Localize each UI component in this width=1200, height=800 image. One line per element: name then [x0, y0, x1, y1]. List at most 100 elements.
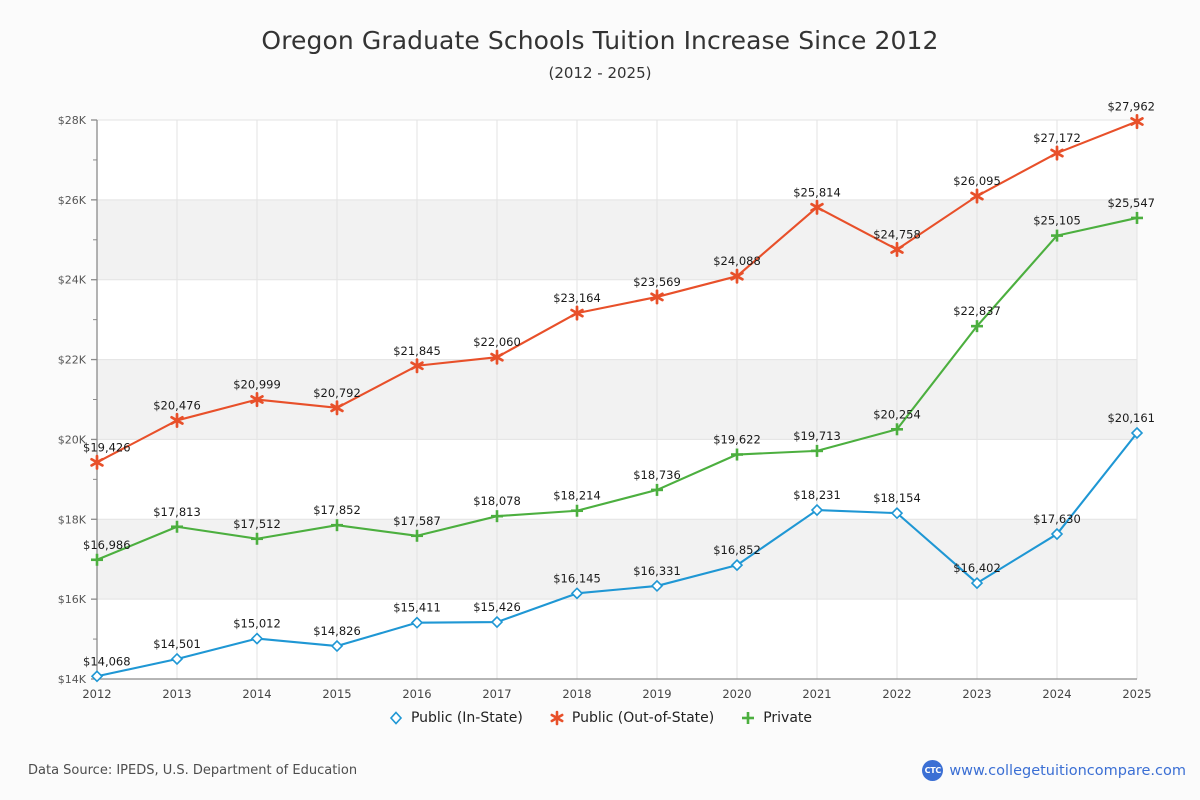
data-point-marker[interactable]	[1131, 211, 1143, 224]
data-point-marker[interactable]	[891, 423, 903, 436]
data-point-marker[interactable]	[250, 632, 264, 645]
data-point-label: $23,164	[553, 291, 601, 305]
data-source-note: Data Source: IPEDS, U.S. Department of E…	[28, 763, 358, 778]
plot-band	[97, 359, 1137, 440]
legend-item-public-out-of-state[interactable]: Public (Out-of-State)	[549, 710, 714, 726]
plot-band	[97, 279, 1137, 360]
series-line	[95, 216, 1139, 561]
data-point-marker[interactable]	[570, 305, 584, 321]
data-point-marker[interactable]	[1130, 113, 1144, 130]
legend-item-public-in-state[interactable]: Public (In-State)	[388, 710, 523, 726]
data-point-marker[interactable]	[890, 241, 904, 257]
x-axis-label: 2019	[642, 687, 671, 701]
data-point-label: $17,587	[393, 514, 441, 528]
data-point-label: $18,154	[873, 491, 921, 505]
data-point-marker[interactable]	[890, 507, 904, 520]
plot-band	[97, 519, 1137, 600]
data-point-marker[interactable]	[970, 188, 984, 204]
legend-item-private[interactable]: Private	[740, 710, 812, 726]
page-title: Oregon Graduate Schools Tuition Increase…	[261, 26, 939, 55]
data-point-marker[interactable]	[250, 391, 264, 408]
data-point-marker[interactable]	[731, 448, 743, 461]
data-point-marker[interactable]	[410, 616, 424, 629]
site-watermark[interactable]: CTC www.collegetuitioncompare.com	[922, 760, 1186, 781]
data-point-marker[interactable]	[570, 587, 584, 600]
data-point-marker[interactable]	[810, 199, 824, 215]
data-point-marker[interactable]	[651, 483, 663, 496]
data-point-marker[interactable]	[411, 529, 423, 542]
data-point-label: $15,411	[393, 601, 441, 615]
data-point-marker[interactable]	[970, 576, 984, 590]
data-point-label: $26,095	[953, 174, 1001, 188]
data-point-marker[interactable]	[650, 289, 664, 305]
legend-label: Public (In-State)	[410, 710, 523, 726]
data-point-marker[interactable]	[1130, 426, 1144, 440]
data-point-marker[interactable]	[730, 558, 744, 572]
data-point-marker[interactable]	[1050, 527, 1064, 541]
data-point-marker[interactable]	[330, 639, 344, 653]
data-point-marker[interactable]	[1051, 229, 1063, 242]
data-point-marker[interactable]	[170, 652, 184, 666]
data-point-marker[interactable]	[650, 579, 664, 593]
watermark-url[interactable]: www.collegetuitioncompare.com	[949, 762, 1186, 779]
data-point-label: $15,426	[473, 600, 521, 614]
x-axis-label: 2017	[482, 687, 511, 701]
data-point-label: $16,145	[553, 571, 601, 585]
data-point-marker[interactable]	[251, 532, 263, 545]
data-point-label: $14,068	[83, 654, 131, 668]
data-point-label: $20,254	[873, 407, 921, 421]
data-point-label: $17,630	[1033, 512, 1081, 526]
data-point-marker[interactable]	[1050, 145, 1064, 161]
data-point-marker[interactable]	[171, 520, 183, 533]
data-point-label: $23,569	[633, 275, 681, 289]
data-point-label: $24,088	[713, 254, 761, 268]
data-point-label: $25,814	[793, 185, 841, 199]
data-point-label: $16,402	[953, 561, 1001, 575]
data-point-marker[interactable]	[90, 454, 104, 470]
data-point-label: $25,547	[1107, 196, 1155, 210]
data-point-label: $18,214	[553, 489, 601, 503]
data-point-marker[interactable]	[91, 553, 103, 566]
diamond-marker-icon	[389, 711, 403, 725]
data-point-marker[interactable]	[571, 504, 583, 517]
data-point-marker[interactable]	[490, 349, 504, 365]
data-point-label: $14,501	[153, 637, 201, 651]
data-point-marker[interactable]	[811, 444, 823, 457]
y-axis-label: $20K	[58, 433, 87, 446]
data-point-marker[interactable]	[90, 670, 104, 683]
data-point-label: $17,852	[313, 503, 361, 517]
data-point-label: $17,512	[233, 517, 281, 531]
data-point-marker[interactable]	[490, 615, 504, 629]
data-point-label: $19,426	[83, 440, 131, 454]
y-axis-label: $16K	[58, 593, 87, 606]
data-point-label: $19,713	[793, 429, 841, 443]
data-point-label: $22,837	[953, 304, 1001, 318]
data-point-label: $21,845	[393, 344, 441, 358]
data-point-marker[interactable]	[810, 503, 824, 517]
y-axis-label: $22K	[58, 354, 87, 367]
series-line	[95, 431, 1139, 678]
data-point-label: $27,172	[1033, 131, 1081, 145]
data-point-marker[interactable]	[410, 358, 424, 374]
x-axis-label: 2021	[802, 687, 831, 701]
data-point-marker[interactable]	[971, 320, 983, 333]
plot-band	[97, 439, 1137, 520]
data-point-label: $20,792	[313, 386, 361, 400]
y-axis-label: $26K	[58, 194, 87, 207]
data-point-marker[interactable]	[491, 510, 503, 523]
data-point-marker[interactable]	[331, 519, 343, 532]
x-axis-label: 2014	[242, 687, 271, 701]
x-axis-label: 2013	[162, 687, 191, 701]
data-point-label: $18,078	[473, 494, 521, 508]
data-point-marker[interactable]	[330, 400, 344, 416]
series-line	[95, 120, 1139, 464]
data-point-label: $16,852	[713, 543, 761, 557]
x-axis-label: 2015	[322, 687, 351, 701]
y-axis-label: $24K	[58, 274, 87, 287]
data-point-marker[interactable]	[170, 412, 184, 428]
legend-label: Private	[763, 710, 813, 726]
plot-band	[97, 120, 1137, 200]
data-point-marker[interactable]	[730, 268, 744, 284]
